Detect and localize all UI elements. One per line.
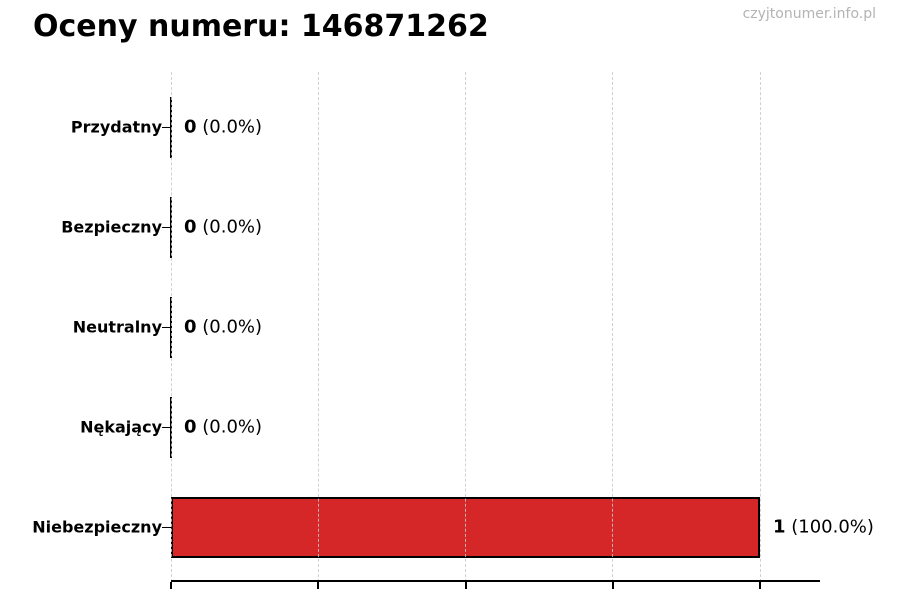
page-title: Oceny numeru: 146871262 (33, 9, 489, 44)
x-axis-tick (759, 582, 761, 589)
value-count: 0 (184, 316, 197, 338)
gridline (317, 72, 319, 582)
gridline (759, 72, 761, 582)
y-axis-tick (162, 427, 171, 428)
x-axis-tick (464, 582, 467, 589)
value-count: 0 (184, 116, 197, 138)
value-label: 0 (0.0%) (184, 116, 263, 138)
value-label: 1 (100.0%) (773, 516, 874, 538)
gridline (465, 72, 466, 582)
watermark-text: czyjtonumer.info.pl (742, 6, 876, 22)
value-label: 0 (0.0%) (184, 316, 263, 338)
gridline (170, 72, 172, 582)
category-label: Niebezpieczny (32, 517, 162, 537)
x-axis-tick (317, 582, 320, 589)
gridline (612, 72, 614, 582)
x-axis-tick (170, 582, 172, 589)
category-label: Przydatny (70, 117, 162, 137)
value-label: 0 (0.0%) (184, 216, 263, 238)
y-axis-tick (162, 527, 171, 528)
y-axis-tick (162, 127, 171, 128)
value-count: 0 (184, 416, 197, 438)
value-count: 0 (184, 216, 197, 238)
value-count: 1 (773, 516, 786, 538)
category-label: Bezpieczny (61, 217, 162, 237)
y-axis-tick (162, 227, 171, 228)
category-label: Neutralny (72, 317, 162, 337)
x-axis-tick (611, 582, 614, 589)
category-label: Nękający (80, 417, 162, 437)
x-axis (171, 580, 820, 582)
value-label: 0 (0.0%) (184, 416, 263, 438)
y-axis-tick (162, 327, 171, 328)
